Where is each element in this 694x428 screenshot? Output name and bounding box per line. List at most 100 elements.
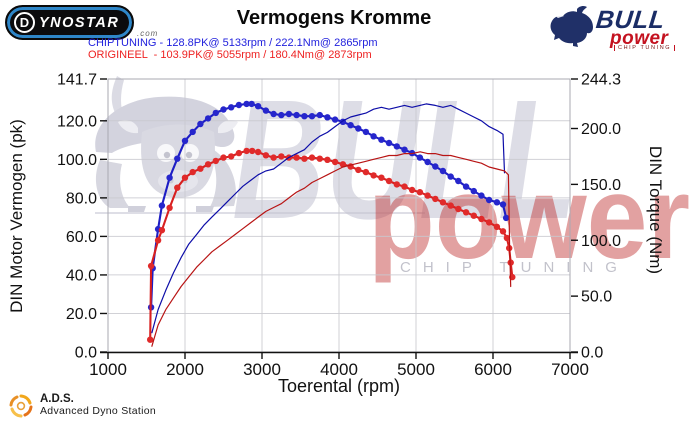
ads-name: Advanced Dyno Station xyxy=(40,405,157,417)
series-marker-origineel_torque_nm xyxy=(235,149,243,157)
y-left-tick-label: 40.0 xyxy=(66,267,97,284)
series-marker-origineel_torque_nm xyxy=(370,172,377,179)
series-marker-chiptuning_torque_nm xyxy=(166,174,173,181)
series-marker-chiptuning_torque_nm xyxy=(270,110,277,118)
series-marker-chiptuning_torque_nm xyxy=(362,128,370,136)
series-marker-origineel_torque_nm xyxy=(478,215,485,223)
series-marker-origineel_torque_nm xyxy=(408,186,416,194)
series-marker-chiptuning_torque_nm xyxy=(493,199,501,206)
series-marker-origineel_torque_nm xyxy=(308,154,316,161)
series-marker-origineel_torque_nm xyxy=(470,212,477,219)
series-marker-chiptuning_torque_nm xyxy=(316,111,323,119)
y-left-tick-label: 60.0 xyxy=(66,229,97,246)
series-marker-chiptuning_torque_nm xyxy=(499,201,507,208)
series-marker-origineel_torque_nm xyxy=(220,154,227,161)
dynostar-com-suffix: .com xyxy=(137,29,159,38)
series-marker-chiptuning_torque_nm xyxy=(447,173,454,180)
series-marker-origineel_torque_nm xyxy=(362,168,370,176)
x-tick-label: 4000 xyxy=(320,360,358,379)
series-marker-origineel_torque_nm xyxy=(493,223,501,230)
series-marker-origineel_torque_nm xyxy=(331,158,339,166)
series-line-chiptuning_power_pk xyxy=(151,103,506,334)
legend-line-chiptuning: CHIPTUNING - 128.8PK@ 5133rpm / 222.1Nm@… xyxy=(88,37,378,49)
series-marker-origineel_torque_nm xyxy=(424,192,431,199)
series-marker-chiptuning_torque_nm xyxy=(235,101,243,109)
series-marker-chiptuning_torque_nm xyxy=(197,120,204,128)
series-marker-origineel_torque_nm xyxy=(385,177,393,185)
series-marker-origineel_torque_nm xyxy=(197,165,204,172)
series-marker-chiptuning_torque_nm xyxy=(293,111,300,119)
series-marker-chiptuning_torque_nm xyxy=(455,177,462,185)
series-marker-chiptuning_torque_nm xyxy=(262,107,270,114)
series-marker-chiptuning_torque_nm xyxy=(470,187,477,195)
ads-footer: A.D.S. Advanced Dyno Station xyxy=(8,393,156,419)
series-marker-origineel_torque_nm xyxy=(189,168,196,176)
y-right-tick-label: 150.0 xyxy=(581,177,621,194)
y-left-tick-label: 120.0 xyxy=(57,113,97,130)
series-marker-origineel_torque_nm xyxy=(181,174,189,181)
dynostar-logo: D YNOSTAR xyxy=(5,5,134,40)
watermark-chip-text: CHIP TUNING xyxy=(400,259,629,276)
series-marker-chiptuning_torque_nm xyxy=(439,167,447,175)
x-tick-label: 2000 xyxy=(166,360,204,379)
series-marker-chiptuning_torque_nm xyxy=(401,146,408,153)
series-marker-chiptuning_torque_nm xyxy=(189,128,196,136)
series-marker-origineel_torque_nm xyxy=(324,156,331,163)
ads-swirl-icon xyxy=(9,394,33,418)
series-marker-origineel_torque_nm xyxy=(401,183,408,190)
series-marker-origineel_torque_nm xyxy=(147,262,155,270)
bullpower-chip-text: CHIP TUNING xyxy=(614,45,676,51)
page-title: Vermogens Kromme xyxy=(236,7,432,29)
series-marker-chiptuning_torque_nm xyxy=(220,106,227,113)
series-marker-origineel_torque_nm xyxy=(355,166,362,174)
series-marker-origineel_torque_nm xyxy=(270,154,277,161)
dynostar-logo-text: YNOSTAR xyxy=(39,14,120,31)
y-left-tick-label: 141.7 xyxy=(57,72,97,89)
y-right-tick-label: 0.0 xyxy=(581,345,603,362)
dynostar-d-emblem: D xyxy=(14,12,35,33)
y-right-tick-label: 50.0 xyxy=(581,289,612,306)
series-marker-origineel_torque_nm xyxy=(507,259,514,266)
series-marker-origineel_torque_nm xyxy=(499,228,507,235)
series-marker-chiptuning_torque_nm xyxy=(462,183,470,190)
series-marker-chiptuning_torque_nm xyxy=(378,136,385,143)
x-tick-label: 3000 xyxy=(243,360,281,379)
bullpower-power-text: power xyxy=(610,28,669,49)
series-marker-chiptuning_torque_nm xyxy=(478,192,485,199)
watermark-power-text: power xyxy=(368,152,690,284)
series-marker-origineel_torque_nm xyxy=(462,209,470,216)
series-marker-origineel_torque_nm xyxy=(158,227,166,234)
series-marker-chiptuning_torque_nm xyxy=(432,163,439,170)
x-tick-label: 5000 xyxy=(397,360,435,379)
series-marker-origineel_torque_nm xyxy=(249,147,256,155)
series-marker-origineel_torque_nm xyxy=(393,181,400,188)
series-marker-chiptuning_torque_nm xyxy=(424,158,431,166)
series-marker-origineel_torque_nm xyxy=(432,195,439,203)
series-marker-chiptuning_torque_nm xyxy=(324,114,331,121)
series-marker-origineel_torque_nm xyxy=(301,155,308,162)
x-tick-label: 6000 xyxy=(474,360,512,379)
series-marker-origineel_torque_nm xyxy=(254,148,262,156)
series-marker-origineel_torque_nm xyxy=(278,153,285,160)
series-marker-chiptuning_torque_nm xyxy=(416,154,424,161)
series-marker-origineel_torque_nm xyxy=(147,336,154,343)
y-axis-title-right: DIN Torque (Nm) xyxy=(646,145,665,275)
series-marker-origineel_torque_nm xyxy=(174,184,181,191)
series-marker-origineel_torque_nm xyxy=(154,237,162,244)
series-marker-chiptuning_torque_nm xyxy=(254,103,262,110)
series-marker-chiptuning_torque_nm xyxy=(370,133,377,140)
y-right-tick-label: 100.0 xyxy=(581,233,621,250)
y-left-tick-label: 80.0 xyxy=(66,190,97,207)
series-marker-chiptuning_torque_nm xyxy=(301,113,308,120)
series-marker-origineel_torque_nm xyxy=(243,147,250,155)
series-marker-chiptuning_torque_nm xyxy=(347,122,354,129)
series-marker-chiptuning_torque_nm xyxy=(212,109,219,117)
series-marker-origineel_torque_nm xyxy=(503,234,511,242)
series-marker-origineel_torque_nm xyxy=(212,157,219,165)
x-tick-label: 1000 xyxy=(89,360,127,379)
chart-legend: CHIPTUNING - 128.8PK@ 5133rpm / 222.1Nm@… xyxy=(88,37,378,61)
series-marker-origineel_torque_nm xyxy=(204,161,212,168)
series-marker-chiptuning_torque_nm xyxy=(355,125,362,132)
